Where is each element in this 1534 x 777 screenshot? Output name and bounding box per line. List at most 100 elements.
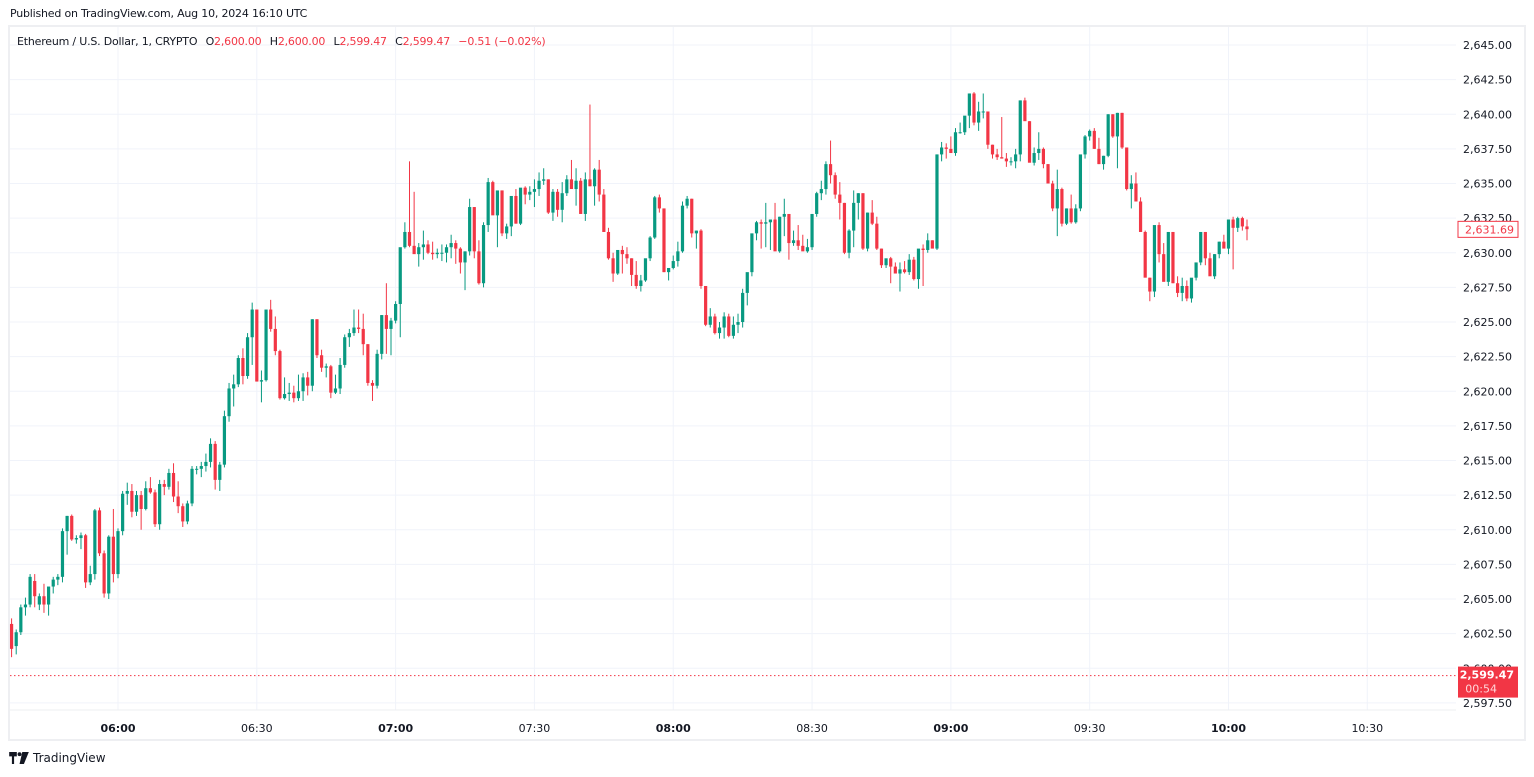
candle [741,288,745,328]
candle [1078,154,1083,212]
candle [754,220,759,241]
candle [42,583,46,613]
candle [130,484,134,518]
candle [232,374,236,407]
candle [1199,231,1203,266]
candle [79,532,83,550]
candle [403,222,407,249]
candle [1000,117,1004,159]
candle [199,461,203,478]
candle [1162,243,1166,282]
candle [176,481,180,514]
candle [380,315,384,360]
candle [921,244,925,286]
candle [565,175,569,196]
candle [1046,164,1050,184]
candle [523,186,527,205]
price-tick-label: 2,627.50 [1463,281,1512,294]
candle [1083,135,1087,159]
candle [505,223,509,239]
candle [537,172,541,196]
candle [778,216,782,253]
candle [269,299,273,332]
candle [680,201,685,253]
symbol-legend[interactable]: Ethereum / U.S. Dollar, 1, CRYPTO O2,600… [17,35,546,48]
candle [953,128,958,156]
candle [518,187,523,226]
published-caption: Published on TradingView.com, Aug 10, 20… [10,7,308,20]
candle [315,319,319,359]
time-tick-label: 07:00 [378,722,413,735]
candle [893,262,897,274]
candle [384,283,388,354]
candle [717,322,722,339]
candle [93,508,97,580]
candle [745,272,749,306]
candle [579,177,583,214]
open-label: O [205,35,215,48]
candle [509,195,513,237]
tradingview-logo-icon [9,752,29,764]
candle [481,222,486,288]
candle [574,168,578,206]
candle [500,190,504,237]
candle [324,363,328,378]
price-axis[interactable]: 2,645.00 2,642.50 2,640.00 2,637.50 2,635.00… [1463,39,1512,710]
candle [1129,175,1133,209]
candle [699,229,703,289]
time-axis[interactable]: 06:00 06:30 07:00 07:30 08:00 08:30 09:00 09:30… [100,722,1383,735]
price-tick-label: 2,645.00 [1463,39,1512,52]
candle [796,225,800,250]
footer-brand[interactable]: TradingView [9,751,106,765]
candle [97,507,102,557]
price-tick-label: 2,622.50 [1463,351,1512,364]
candle [648,236,652,262]
candle [662,208,666,273]
candle [301,373,305,401]
candle [1088,129,1092,141]
candle [1009,157,1013,166]
candle [852,190,856,248]
price-tick-label: 2,642.50 [1463,74,1512,87]
price-tick-label: 2,640.00 [1463,108,1512,121]
brand-name: TradingView [33,751,106,765]
candle [842,202,847,255]
candle [759,219,763,249]
candle [611,252,615,282]
candle [60,528,65,583]
time-tick-label: 09:00 [933,722,968,735]
candle [468,198,472,256]
candle [546,179,550,214]
candle [181,503,185,527]
price-tick-label: 2,620.00 [1463,385,1512,398]
candle [195,466,199,475]
candle [555,189,560,217]
candle [1064,208,1069,226]
candle [37,593,41,611]
candle [486,177,490,232]
bar-countdown: 00:54 [1465,683,1497,696]
price-tick-label: 2,617.50 [1463,420,1512,433]
candle [33,574,37,608]
candle [1212,254,1217,280]
candle [1115,112,1120,169]
candle [963,115,967,136]
time-tick-label: 06:30 [241,722,273,735]
candle [787,213,791,260]
candle [981,93,985,119]
candle [532,179,537,208]
candle [51,576,55,594]
candle [144,481,148,511]
candle [287,382,291,401]
open-value: 2,600.00 [214,35,262,48]
candle [1217,241,1221,259]
candle [241,348,245,385]
candle [1032,147,1036,166]
candle [153,489,157,527]
candle [491,180,495,216]
candle [972,92,976,126]
candle [310,319,314,392]
grid-lines [10,27,1456,711]
candle [940,141,944,162]
